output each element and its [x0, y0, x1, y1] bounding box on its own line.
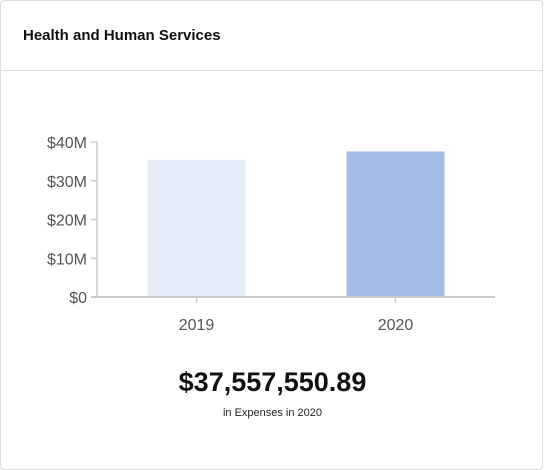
x-tick-label: 2019	[179, 317, 215, 334]
total-expenses-caption: in Expenses in 2020	[222, 407, 323, 419]
y-tick-label: $30M	[47, 174, 87, 191]
total-expenses-value: $37,557,550.89	[178, 367, 367, 397]
card-title: Health and Human Services	[23, 27, 221, 44]
y-tick-label: $10M	[47, 251, 87, 268]
expenses-bar-chart: $0 $10M $20M $30M $40M 2019 2020	[47, 135, 495, 334]
x-tick-label: 2020	[378, 317, 414, 334]
y-tick-label: $40M	[47, 135, 87, 152]
bar-2019	[147, 159, 246, 297]
bar-2020	[346, 151, 445, 297]
y-tick-label: $20M	[47, 213, 87, 230]
y-tick-label: $0	[69, 290, 87, 307]
card-header: Health and Human Services	[1, 1, 542, 71]
